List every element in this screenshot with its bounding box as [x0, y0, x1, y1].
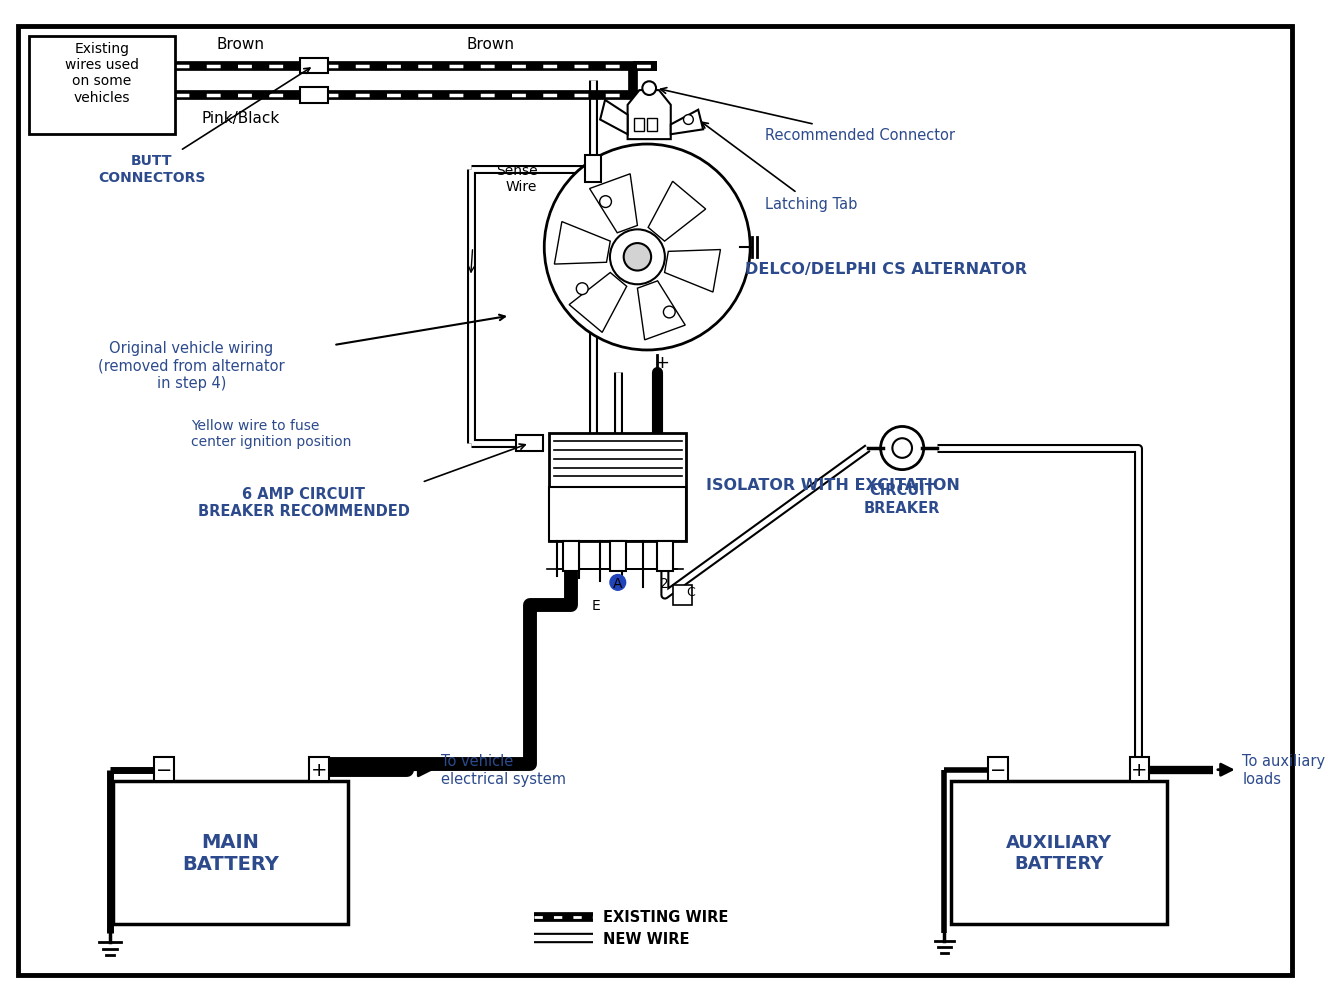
Text: +: + — [654, 354, 670, 372]
Bar — [563, 542, 579, 571]
Polygon shape — [600, 101, 627, 135]
Text: Brown: Brown — [217, 37, 265, 52]
Text: +: + — [310, 761, 328, 780]
Bar — [299, 59, 328, 74]
Circle shape — [892, 439, 912, 458]
Polygon shape — [664, 250, 721, 293]
Bar — [673, 586, 693, 605]
Bar — [550, 434, 686, 542]
Text: Original vehicle wiring
(removed from alternator
in step 4): Original vehicle wiring (removed from al… — [98, 341, 285, 390]
Text: To vehicle
electrical system: To vehicle electrical system — [441, 754, 567, 787]
Polygon shape — [570, 274, 627, 333]
Polygon shape — [648, 182, 706, 241]
Polygon shape — [671, 110, 703, 135]
Bar — [299, 88, 328, 104]
Text: EXISTING WIRE: EXISTING WIRE — [603, 910, 729, 925]
Text: 2: 2 — [660, 576, 670, 590]
Text: E: E — [592, 598, 600, 612]
Text: Brown: Brown — [467, 37, 515, 52]
Text: +: + — [1131, 761, 1147, 780]
Text: BUTT
CONNECTORS: BUTT CONNECTORS — [99, 69, 310, 184]
Bar — [656, 542, 673, 571]
Text: Yellow wire to fuse
center ignition position: Yellow wire to fuse center ignition posi… — [191, 419, 352, 449]
Bar — [516, 436, 543, 452]
Text: Existing
wires used
on some
vehicles: Existing wires used on some vehicles — [66, 42, 139, 104]
Text: NEW WIRE: NEW WIRE — [603, 931, 690, 946]
Circle shape — [576, 284, 588, 296]
Circle shape — [623, 243, 651, 272]
Bar — [309, 758, 329, 782]
Polygon shape — [555, 222, 610, 265]
Text: CIRCUIT
BREAKER: CIRCUIT BREAKER — [864, 483, 940, 515]
Circle shape — [610, 230, 664, 285]
Text: 6 AMP CIRCUIT
BREAKER RECOMMENDED: 6 AMP CIRCUIT BREAKER RECOMMENDED — [198, 486, 410, 519]
Text: Pink/Black: Pink/Black — [201, 110, 279, 125]
Circle shape — [544, 145, 750, 351]
Bar — [550, 488, 686, 542]
Text: C: C — [686, 585, 695, 598]
Text: −: − — [991, 761, 1007, 780]
Bar — [610, 542, 626, 571]
Text: ISOLATOR WITH EXCITATION: ISOLATOR WITH EXCITATION — [706, 477, 960, 492]
Circle shape — [683, 115, 694, 125]
Bar — [112, 782, 348, 924]
Text: Sense
Wire: Sense Wire — [496, 164, 537, 194]
Text: To auxiliary
loads: To auxiliary loads — [1242, 754, 1325, 787]
Polygon shape — [590, 174, 638, 233]
Text: 1: 1 — [567, 576, 575, 590]
Circle shape — [642, 82, 656, 96]
Bar — [29, 37, 175, 135]
Circle shape — [600, 196, 611, 208]
Bar — [951, 782, 1167, 924]
Text: −: − — [155, 761, 172, 780]
Text: Recommended Connector: Recommended Connector — [660, 88, 955, 143]
Bar — [154, 758, 174, 782]
Bar — [1130, 758, 1150, 782]
Bar — [647, 118, 656, 132]
Circle shape — [663, 307, 675, 319]
Polygon shape — [638, 282, 686, 341]
Circle shape — [610, 575, 626, 590]
Text: A: A — [614, 576, 623, 590]
Bar — [988, 758, 1008, 782]
Text: AUXILIARY
BATTERY: AUXILIARY BATTERY — [1005, 834, 1112, 872]
Circle shape — [881, 427, 924, 470]
Bar — [635, 118, 644, 132]
Bar — [586, 155, 602, 183]
Text: DELCO/DELPHI CS ALTERNATOR: DELCO/DELPHI CS ALTERNATOR — [745, 262, 1027, 277]
Text: MAIN
BATTERY: MAIN BATTERY — [182, 833, 279, 873]
Text: Latching Tab: Latching Tab — [702, 123, 857, 211]
Polygon shape — [627, 91, 671, 140]
